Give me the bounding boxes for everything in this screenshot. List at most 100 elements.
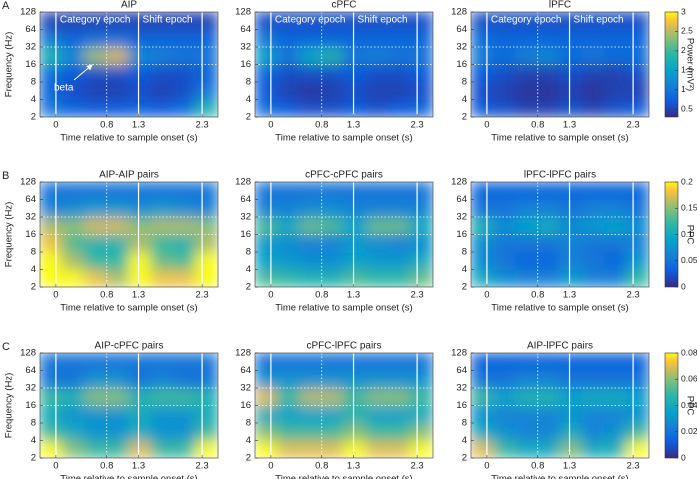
heatmap-cell	[321, 234, 345, 253]
heatmap-cell	[321, 405, 345, 424]
y-tick-label: 4	[462, 94, 467, 105]
heatmap-cell	[515, 64, 539, 83]
heatmap-cell	[255, 234, 278, 253]
heatmap-cell	[492, 99, 516, 117]
heatmap-cell	[321, 370, 345, 389]
heatmap-cell	[40, 251, 63, 270]
epoch-label: Shift epoch	[574, 15, 624, 26]
heatmap-cell	[128, 234, 152, 253]
heatmap-cell	[343, 182, 367, 200]
y-tick-label: 16	[456, 229, 467, 240]
heatmap-cell	[40, 182, 63, 200]
y-tick-label: 32	[25, 42, 36, 53]
heatmap-cell	[255, 387, 278, 406]
heatmap-cell	[40, 29, 63, 48]
heatmap-cell	[471, 64, 494, 83]
heatmap-cell	[299, 199, 323, 218]
heatmap-cell	[61, 199, 85, 218]
heatmap-cell	[604, 405, 628, 424]
heatmap-cell	[150, 405, 174, 424]
heatmap-cell	[128, 269, 152, 287]
heatmap	[40, 353, 218, 458]
x-axis-label: Time relative to sample onset (s)	[60, 474, 197, 479]
heatmap-cell	[492, 64, 516, 83]
heatmap-cell	[626, 234, 649, 253]
heatmap-cell	[537, 29, 561, 48]
heatmap-cell	[388, 199, 412, 218]
heatmap-cell	[343, 440, 367, 458]
heatmap-cell	[61, 46, 85, 65]
heatmap-cell	[276, 182, 300, 200]
y-tick-label: 128	[235, 348, 251, 359]
heatmap-cell	[471, 12, 494, 30]
heatmap-cell	[626, 353, 649, 371]
heatmap-cell	[61, 182, 85, 200]
heatmap-cell	[343, 99, 367, 117]
heatmap-cell	[343, 353, 367, 371]
heatmap-cell	[604, 387, 628, 406]
heatmap-cell	[276, 370, 300, 389]
heatmap-cell	[299, 370, 323, 389]
heatmap-cell	[61, 353, 85, 371]
y-tick-label: 64	[456, 365, 467, 376]
heatmap-cell	[388, 387, 412, 406]
heatmap-cell	[410, 251, 433, 270]
heatmap-cell	[515, 440, 539, 458]
heatmap-cell	[40, 216, 63, 235]
heatmap-cell	[61, 269, 85, 287]
heatmap-cell	[388, 422, 412, 441]
heatmap-cell	[626, 387, 649, 406]
heatmap-cell	[195, 387, 218, 406]
y-tick-label: 2	[246, 112, 251, 123]
heatmap-cell	[128, 216, 152, 235]
heatmap-cell	[106, 81, 130, 100]
heatmap-cell	[515, 81, 539, 100]
heatmap-cell	[604, 216, 628, 235]
heatmap-cell	[276, 405, 300, 424]
heatmap-cell	[604, 99, 628, 117]
y-tick-label: 4	[462, 264, 467, 275]
x-tick-label: 1.3	[563, 461, 576, 472]
heatmap-cell	[299, 182, 323, 200]
heatmap-cell	[581, 46, 605, 65]
heatmap-cell	[61, 81, 85, 100]
heatmap-cell	[84, 353, 108, 371]
colorbar-tick-label: 0.08	[681, 347, 697, 357]
heatmap	[255, 12, 433, 117]
epoch-label: Category epoch	[275, 15, 346, 26]
y-tick-label: 2	[246, 282, 251, 293]
y-tick-label: 8	[462, 77, 467, 88]
colorbar	[664, 11, 679, 118]
x-tick-label: 2.3	[410, 461, 423, 472]
heatmap-cell	[195, 12, 218, 30]
heatmap-cell	[150, 199, 174, 218]
heatmap-cell	[537, 353, 561, 371]
heatmap-cell	[581, 422, 605, 441]
heatmap-cell	[365, 387, 389, 406]
heatmap-cell	[388, 46, 412, 65]
heatmap-cell	[276, 99, 300, 117]
y-tick-label: 32	[240, 42, 251, 53]
heatmap-cell	[604, 81, 628, 100]
heatmap-cell	[471, 251, 494, 270]
heatmap-cell	[195, 251, 218, 270]
x-tick-label: 0.8	[315, 120, 328, 131]
x-tick-label: 0.8	[100, 290, 113, 301]
heatmap-cell	[581, 269, 605, 287]
heatmap-cell	[515, 99, 539, 117]
heatmap-cell	[515, 29, 539, 48]
x-tick-label: 0.8	[531, 120, 544, 131]
x-tick-label: 1.3	[347, 120, 360, 131]
heatmap-cell	[537, 370, 561, 389]
heatmap-cell	[388, 12, 412, 30]
heatmap-cell	[276, 269, 300, 287]
colorbar-tick-label: 2	[681, 45, 686, 55]
x-tick-label: 2.3	[626, 461, 639, 472]
x-axis-label: Time relative to sample onset (s)	[491, 133, 628, 144]
x-axis-label: Time relative to sample onset (s)	[275, 133, 412, 144]
heatmap-cell	[61, 405, 85, 424]
heatmap-cell	[492, 234, 516, 253]
heatmap-cell	[40, 81, 63, 100]
heatmap-cell	[106, 234, 130, 253]
